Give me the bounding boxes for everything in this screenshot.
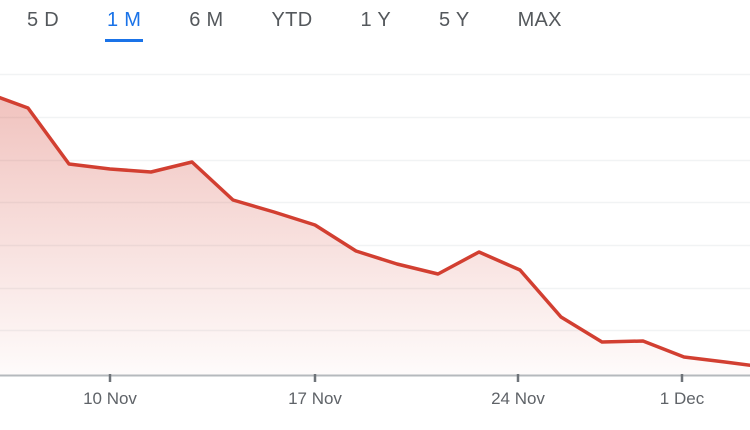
time-range-tabs: 5 D 1 M 6 M YTD 1 Y 5 Y MAX xyxy=(0,0,750,42)
tab-1m[interactable]: 1 M xyxy=(105,9,144,42)
tab-6m[interactable]: 6 M xyxy=(187,9,225,42)
x-axis-ticks xyxy=(108,374,684,382)
x-tick-label: 1 Dec xyxy=(660,389,705,408)
tab-ytd[interactable]: YTD xyxy=(270,9,315,42)
x-tick-label: 10 Nov xyxy=(83,389,137,408)
chart-area-fill xyxy=(0,97,750,375)
tab-5d[interactable]: 5 D xyxy=(25,9,61,42)
x-tick-label: 17 Nov xyxy=(288,389,342,408)
tab-1y[interactable]: 1 Y xyxy=(358,9,393,42)
chart-price-line xyxy=(0,95,750,368)
tab-5y[interactable]: 5 Y xyxy=(437,9,472,42)
x-axis-labels: 10 Nov 17 Nov 24 Nov 1 Dec xyxy=(83,389,705,408)
x-tick-label: 24 Nov xyxy=(491,389,545,408)
tab-max[interactable]: MAX xyxy=(516,9,564,42)
